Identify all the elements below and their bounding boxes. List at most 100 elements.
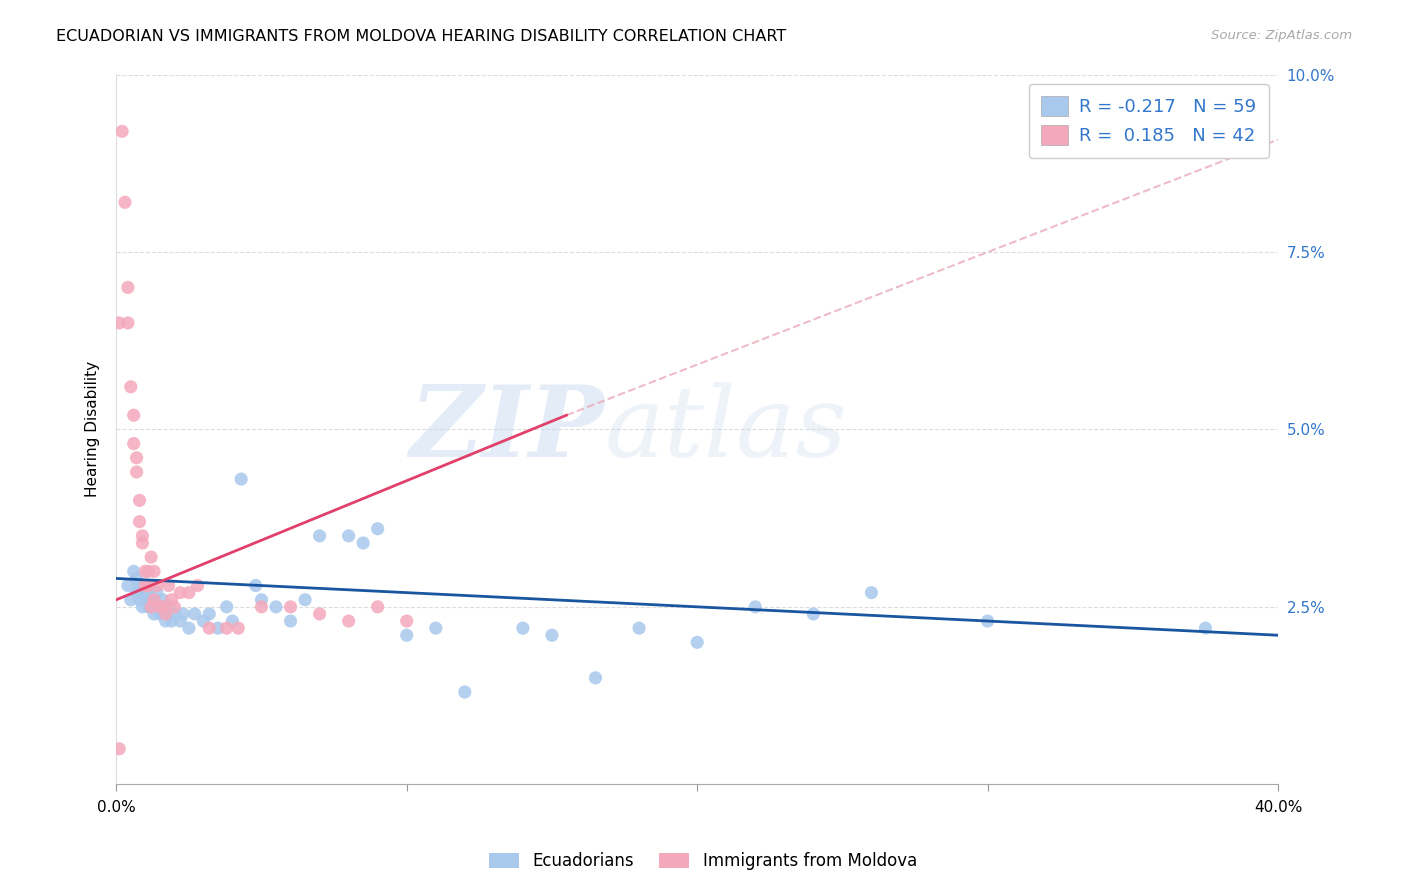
Point <box>139 550 162 565</box>
Point <box>177 585 200 599</box>
Point <box>215 621 238 635</box>
Point <box>169 614 191 628</box>
Point <box>198 607 221 621</box>
Point <box>177 621 200 635</box>
Point <box>143 607 166 621</box>
Point <box>280 614 302 628</box>
Point <box>157 578 180 592</box>
Point <box>143 565 166 579</box>
Point <box>226 621 249 635</box>
Point <box>155 607 177 621</box>
Point <box>125 571 148 585</box>
Point <box>193 614 215 628</box>
Point <box>152 599 174 614</box>
Point <box>131 578 153 592</box>
Point <box>860 585 883 599</box>
Point <box>108 316 131 330</box>
Point <box>187 578 209 592</box>
Point <box>136 599 159 614</box>
Point <box>134 578 156 592</box>
Point <box>139 592 162 607</box>
Point <box>308 607 330 621</box>
Point <box>120 592 142 607</box>
Point <box>976 614 998 628</box>
Point <box>264 599 287 614</box>
Point <box>337 614 360 628</box>
Point <box>425 621 447 635</box>
Point <box>122 565 145 579</box>
Text: Source: ZipAtlas.com: Source: ZipAtlas.com <box>1212 29 1353 42</box>
Point <box>280 599 302 614</box>
Point <box>139 599 162 614</box>
Point <box>207 621 229 635</box>
Point <box>155 614 177 628</box>
Point <box>395 614 418 628</box>
Point <box>160 592 183 607</box>
Point <box>160 614 183 628</box>
Point <box>198 621 221 635</box>
Point <box>131 599 153 614</box>
Point <box>143 592 166 607</box>
Point <box>131 536 153 550</box>
Point <box>128 592 150 607</box>
Point <box>146 578 169 592</box>
Point <box>169 585 191 599</box>
Point <box>585 671 607 685</box>
Point <box>215 599 238 614</box>
Point <box>1194 621 1216 635</box>
Point <box>628 621 651 635</box>
Point <box>163 607 186 621</box>
Point <box>117 280 139 294</box>
Point <box>128 493 150 508</box>
Point <box>183 607 205 621</box>
Point <box>744 599 766 614</box>
Point <box>367 599 389 614</box>
Point <box>367 522 389 536</box>
Point <box>163 599 186 614</box>
Point <box>108 741 131 756</box>
Point <box>122 436 145 450</box>
Point <box>143 592 166 607</box>
Point <box>152 599 174 614</box>
Legend: R = -0.217   N = 59, R =  0.185   N = 42: R = -0.217 N = 59, R = 0.185 N = 42 <box>1029 84 1270 158</box>
Point <box>117 316 139 330</box>
Point <box>245 578 267 592</box>
Point <box>136 578 159 592</box>
Point <box>117 578 139 592</box>
Point <box>801 607 824 621</box>
Point <box>352 536 374 550</box>
Point <box>131 529 153 543</box>
Text: atlas: atlas <box>605 382 846 477</box>
Point <box>134 565 156 579</box>
Point <box>120 380 142 394</box>
Point <box>125 450 148 465</box>
Point <box>134 592 156 607</box>
Point <box>294 592 316 607</box>
Point <box>172 607 194 621</box>
Point <box>157 599 180 614</box>
Point <box>231 472 253 486</box>
Point <box>131 585 153 599</box>
Point <box>114 195 136 210</box>
Point <box>686 635 709 649</box>
Text: ZIP: ZIP <box>409 381 605 477</box>
Y-axis label: Hearing Disability: Hearing Disability <box>86 361 100 498</box>
Text: ECUADORIAN VS IMMIGRANTS FROM MOLDOVA HEARING DISABILITY CORRELATION CHART: ECUADORIAN VS IMMIGRANTS FROM MOLDOVA HE… <box>56 29 786 44</box>
Point <box>125 585 148 599</box>
Point <box>146 599 169 614</box>
Point <box>136 565 159 579</box>
Point <box>128 515 150 529</box>
Point <box>136 585 159 599</box>
Point <box>250 599 273 614</box>
Legend: Ecuadorians, Immigrants from Moldova: Ecuadorians, Immigrants from Moldova <box>482 846 924 877</box>
Point <box>250 592 273 607</box>
Point <box>221 614 243 628</box>
Point <box>395 628 418 642</box>
Point <box>128 578 150 592</box>
Point <box>512 621 534 635</box>
Point <box>541 628 564 642</box>
Point <box>337 529 360 543</box>
Point <box>454 685 477 699</box>
Point <box>149 607 172 621</box>
Point <box>134 578 156 592</box>
